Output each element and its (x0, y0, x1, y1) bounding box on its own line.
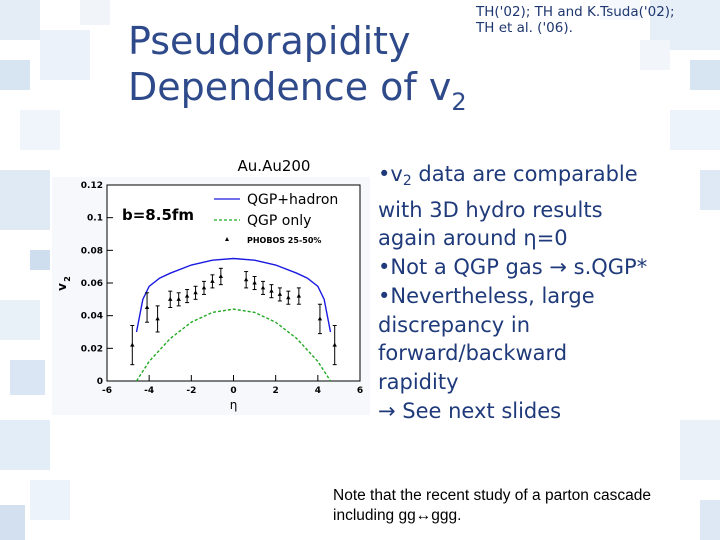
bullet-list: •v2 data are comparable with 3D hydro res… (378, 160, 708, 425)
data-point (201, 285, 207, 290)
bullet-text: rapidity (378, 369, 459, 394)
data-point (243, 277, 249, 282)
footnote-line-1: Note that the recent study of a parton c… (333, 487, 651, 504)
x-tick-label: 0 (230, 386, 236, 396)
plot-frame (106, 184, 361, 382)
y-axis-label: v (55, 283, 69, 291)
citation-line-1: TH('02); TH and K.Tsuda('02); (476, 4, 675, 20)
bullet-text: •v (378, 162, 403, 186)
legend-entry: QGP+hadron (247, 192, 338, 208)
bullet-subscript: 2 (402, 173, 412, 189)
y-tick-label: 0.02 (81, 344, 103, 354)
y-tick-label: 0.1 (87, 214, 103, 224)
x-tick-label: 2 (273, 386, 279, 396)
bullet-line: discrepancy in (378, 311, 708, 340)
bullet-text: with 3D hydro results (378, 197, 603, 222)
y-tick-label: 0.06 (81, 279, 103, 289)
data-point (130, 342, 135, 347)
bullet-line: with 3D hydro results (378, 196, 708, 225)
data-point (155, 316, 160, 321)
data-point (317, 316, 323, 321)
plot-area: -6 -4 -2 0 2 4 600.020.040.060.080.10.12ηv2b=8… (52, 177, 370, 415)
citation: TH('02); TH and K.Tsuda('02); TH et al. … (476, 4, 696, 36)
data-point (193, 290, 198, 295)
bullet-text: discrepancy in (378, 312, 531, 337)
data-point (210, 278, 215, 283)
qgp-only-curve (135, 308, 332, 382)
y-axis-label-subscript: 2 (63, 276, 72, 282)
title-line-1: Pseudorapidity (128, 19, 411, 63)
qgp-hadron-curve (135, 257, 332, 333)
data-point (218, 273, 224, 278)
title-line-2-text: Dependence of v (128, 65, 452, 109)
bullet-text: forward/backward (378, 341, 568, 366)
data-point (269, 288, 274, 293)
footnote: Note that the recent study of a parton c… (333, 486, 713, 526)
y-tick-label: 0.04 (81, 312, 103, 322)
bullet-line: •v2 data are comparable (378, 160, 708, 196)
y-tick-label: 0.08 (81, 246, 103, 256)
data-point (260, 285, 266, 290)
legend-swatch-marker (225, 237, 229, 241)
citation-line-2: TH et al. ('06). (476, 20, 573, 36)
data-point (296, 293, 302, 298)
data-point (184, 293, 190, 298)
legend-entry: PHOBOS 25-50% (247, 236, 321, 245)
bullet-line: forward/backward (378, 339, 708, 368)
x-axis-label: η (230, 398, 238, 412)
data-point (252, 280, 257, 285)
x-tick-label: -6 (102, 386, 112, 396)
y-tick-label: 0.12 (81, 181, 103, 191)
bullet-line: rapidity (378, 368, 708, 397)
v2-eta-chart: Au.Au200 -6 -4 -2 0 2 4 6 0 0.02 0.04 0.06 0.08 0.1 0… (52, 157, 370, 415)
bullet-text: •Nevertheless, large (378, 283, 595, 308)
data-point (332, 342, 337, 347)
impact-parameter-annotation: b=8.5fm (122, 206, 194, 224)
x-tick-label: 6 (357, 386, 363, 396)
footnote-line-2: including gg↔ggg. (333, 507, 462, 524)
bullet-text: •Not a QGP gas → s.QGP* (378, 255, 648, 280)
x-tick-label: 4 (315, 386, 321, 396)
x-tick-label: -4 (144, 386, 154, 396)
bullet-line: → See next slides (378, 397, 708, 426)
data-point (176, 296, 181, 301)
data-point (277, 291, 283, 296)
bullet-line: •Not a QGP gas → s.QGP* (378, 253, 708, 282)
y-tick-label: 0 (97, 377, 103, 387)
bullet-text: again around η=0 (378, 226, 568, 251)
bullet-line: again around η=0 (378, 224, 708, 253)
x-tick-label: -2 (186, 386, 196, 396)
data-point (286, 295, 291, 300)
bullet-line: •Nevertheless, large (378, 282, 708, 311)
data-point (168, 296, 173, 301)
slide-title: Pseudorapidity Dependence of v2 (128, 18, 467, 125)
legend-entry: QGP only (247, 213, 311, 229)
chart-title: Au.Au200 (238, 157, 311, 175)
bullet-text-tail: data are comparable (411, 162, 638, 186)
title-line-2: Dependence of v2 (128, 64, 467, 125)
bullet-text: → See next slides (378, 398, 562, 423)
data-point (144, 305, 150, 309)
title-subscript: 2 (451, 88, 467, 116)
